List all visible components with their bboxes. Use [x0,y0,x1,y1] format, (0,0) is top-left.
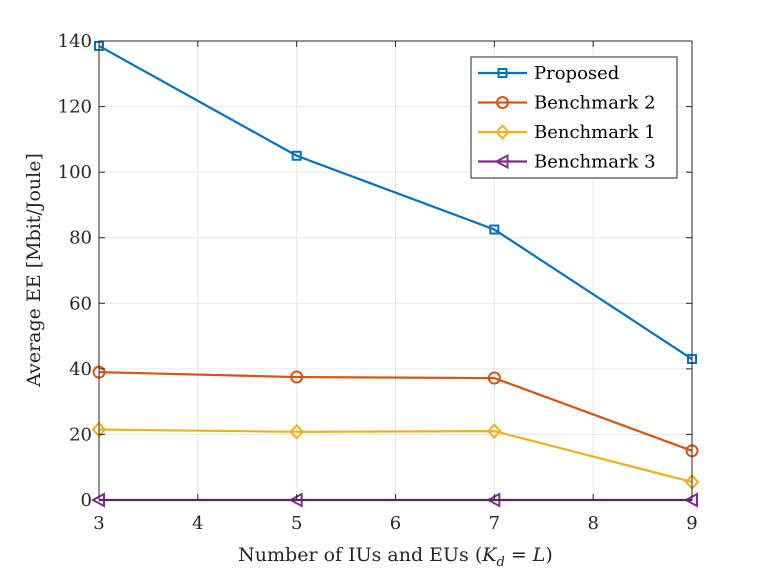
x-axis-title-k: K [481,544,498,566]
x-tick-label: 6 [390,513,401,534]
series-line [98,44,693,360]
y-tick-label: 0 [81,490,92,511]
data-point [290,370,304,384]
x-axis-title-l: L [532,544,546,566]
legend-label: Benchmark 1 [534,122,656,143]
axis-tick-labels: 3 4 5 6 7 8 9 0 20 40 60 80 100 120 140 [58,31,698,534]
data-point [289,423,305,440]
y-axis-title: Average EE [Mbit/Joule] [23,153,45,388]
data-point [486,423,502,440]
legend-label: Benchmark 3 [534,152,656,173]
y-tick-label: 80 [69,228,92,249]
y-tick-label: 60 [69,293,92,314]
x-tick-label: 3 [93,513,104,534]
axis-ticks [98,40,693,501]
legend-label: Proposed [534,63,619,84]
x-axis-title-prefix: Number of IUs and EUs ( [238,544,482,566]
legend-marker [495,124,510,140]
legend-marker [494,153,509,170]
x-axis-title: Number of IUs and EUs (Kd = L) [238,544,553,570]
x-tick-label: 9 [686,513,697,534]
x-axis-title-eq: = [505,544,533,566]
legend-entry: Proposed [478,63,619,84]
legend-entry: Benchmark 3 [478,152,656,173]
y-tick-label: 20 [69,424,92,445]
x-tick-label: 7 [489,513,500,534]
legend-marker [497,68,508,78]
legend-label: Benchmark 2 [534,93,656,114]
y-tick-label: 140 [58,31,92,52]
legend: Proposed Benchmark 2 Benchmark 1 Benchmark … [470,56,678,179]
data-point [291,150,302,161]
x-axis-title-suffix: ) [545,544,552,566]
legend-entry: Benchmark 1 [478,122,656,143]
x-tick-label: 4 [192,513,203,534]
y-tick-label: 120 [58,97,92,118]
y-tick-label: 40 [69,359,92,380]
x-tick-label: 5 [291,513,302,534]
series-line [98,428,693,484]
x-axis-title-subscript: d [496,555,504,570]
legend-marker [496,96,509,109]
legend-entry: Benchmark 2 [478,93,656,114]
x-tick-label: 8 [587,513,598,534]
data-point [487,371,501,385]
data-point [489,224,500,235]
series-line [98,371,693,452]
y-tick-label: 100 [58,162,92,183]
